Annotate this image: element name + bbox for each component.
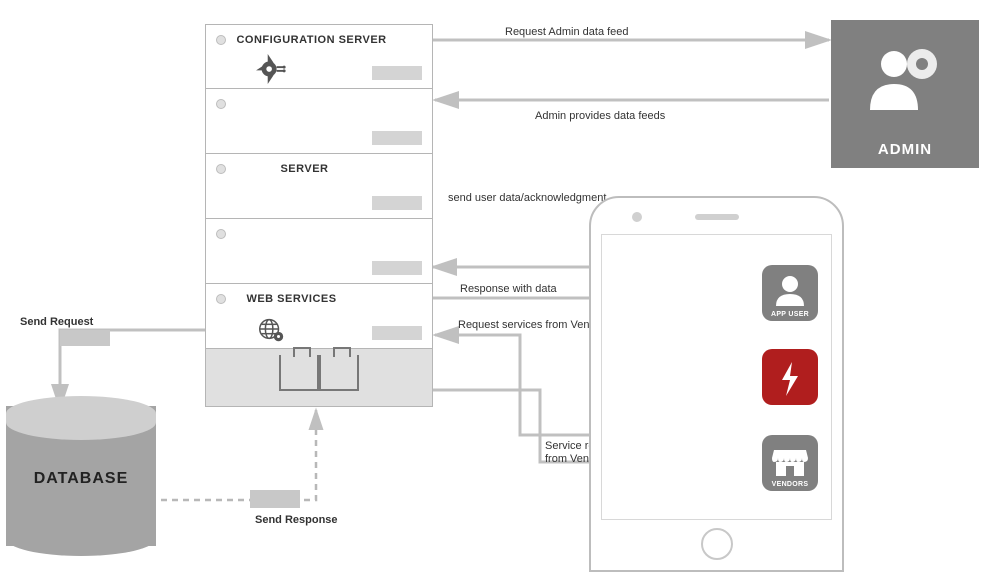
globe-gear-icon <box>256 314 286 344</box>
slot-port <box>372 326 422 340</box>
label-send-request-db: Send Request <box>20 316 93 328</box>
server-stack: CONFIGURATION SERVER SERVER WEB SERVICES <box>205 24 433 349</box>
phone-screen: APP USER VENDORS <box>601 234 832 520</box>
user-icon <box>762 272 818 311</box>
phone: APP USER VENDORS <box>589 196 844 572</box>
bolt-icon <box>762 356 818 405</box>
slot-port <box>372 196 422 210</box>
server-slot-server: SERVER <box>205 154 433 219</box>
store-icon <box>762 442 818 483</box>
slot-port <box>372 261 422 275</box>
label-admin-provides: Admin provides data feeds <box>535 110 665 122</box>
slot-title-config: CONFIGURATION SERVER <box>236 34 386 46</box>
label-resp-user-data: Response with data <box>460 283 557 295</box>
phone-speaker-icon <box>695 214 739 220</box>
label-send-user-ack: send user data/acknowledgment <box>448 192 606 204</box>
label-send-response-db: Send Response <box>255 514 338 526</box>
server-slot-2 <box>205 89 433 154</box>
tile-vendors-label: VENDORS <box>762 481 818 488</box>
phone-camera-icon <box>632 212 642 222</box>
label-req-serv-vendors: Request services from Vendors <box>458 319 611 331</box>
database-cylinder-icon: DATABASE <box>6 396 156 556</box>
slot-port <box>372 131 422 145</box>
tile-app-user: APP USER <box>762 265 818 321</box>
server-base <box>205 349 433 407</box>
server-slot-4 <box>205 219 433 284</box>
database-label: DATABASE <box>6 470 156 488</box>
server-slot-web: WEB SERVICES <box>205 284 433 349</box>
phone-home-button-icon <box>701 528 733 560</box>
tile-vendors: VENDORS <box>762 435 818 491</box>
admin-user-gear-icon <box>831 38 979 123</box>
slot-led-icon <box>216 229 226 239</box>
slot-port <box>372 66 422 80</box>
admin-label: ADMIN <box>831 141 979 158</box>
database: DATABASE <box>6 396 156 556</box>
server-slot-config: CONFIGURATION SERVER <box>205 24 433 89</box>
slot-led-icon <box>216 294 226 304</box>
slot-led-icon <box>216 35 226 45</box>
tile-app-user-label: APP USER <box>762 311 818 318</box>
chip-icon <box>279 355 359 391</box>
slot-led-icon <box>216 99 226 109</box>
label-req-admin-feed: Request Admin data feed <box>505 26 629 38</box>
slot-title-server: SERVER <box>280 163 328 175</box>
slot-led-icon <box>216 164 226 174</box>
tile-middle <box>762 349 818 405</box>
slot-title-web: WEB SERVICES <box>246 293 336 305</box>
admin-box: ADMIN <box>831 20 979 168</box>
config-gear-icon <box>256 54 286 84</box>
